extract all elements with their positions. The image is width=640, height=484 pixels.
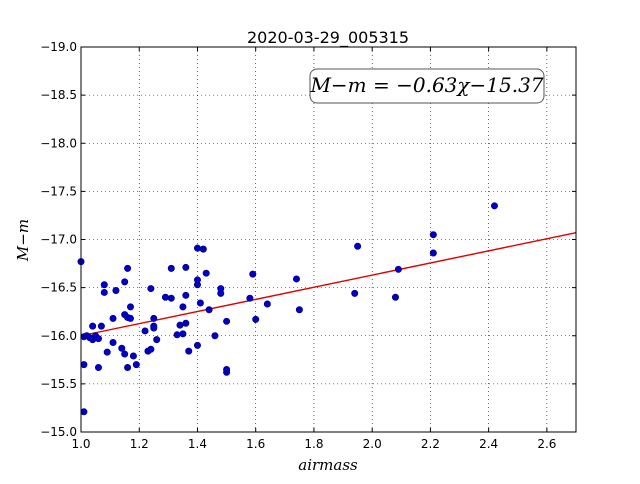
- data-point: [103, 348, 111, 356]
- data-point: [205, 306, 213, 314]
- data-point: [127, 314, 135, 322]
- x-tick-label: 1.4: [188, 437, 207, 451]
- data-point: [97, 322, 105, 330]
- data-point: [173, 331, 181, 339]
- data-point: [109, 338, 117, 346]
- data-point: [150, 314, 158, 322]
- data-point: [167, 264, 175, 272]
- data-point: [490, 202, 498, 210]
- x-tick-label: 1.8: [304, 437, 323, 451]
- data-point: [295, 306, 303, 314]
- data-point: [121, 278, 129, 286]
- data-point: [185, 347, 193, 355]
- data-point: [182, 319, 190, 327]
- data-point: [223, 317, 231, 325]
- data-point: [179, 330, 187, 338]
- data-point: [429, 249, 437, 257]
- data-point: [217, 285, 225, 293]
- data-point: [252, 315, 260, 323]
- data-point: [132, 361, 140, 369]
- x-tick-label: 1.6: [246, 437, 265, 451]
- data-point: [211, 332, 219, 340]
- y-tick-label: −15.5: [40, 377, 77, 391]
- data-point: [141, 327, 149, 335]
- data-point: [199, 245, 207, 253]
- y-axis-label: M−m: [14, 219, 32, 262]
- fit-line-group: [80, 231, 577, 337]
- y-tick-label: −17.5: [40, 184, 77, 198]
- y-tick-label: −16.5: [40, 281, 77, 295]
- data-point: [109, 314, 117, 322]
- annotation-box: [309, 68, 545, 104]
- fit-annotation: M−m = −0.63χ−15.37: [309, 68, 545, 104]
- data-point: [394, 265, 402, 273]
- data-point: [429, 231, 437, 239]
- data-point: [167, 294, 175, 302]
- data-point: [249, 270, 257, 278]
- data-point: [176, 321, 184, 329]
- data-point: [89, 322, 97, 330]
- data-point: [112, 287, 120, 295]
- data-point: [124, 364, 132, 372]
- data-points: [77, 202, 498, 416]
- data-point: [179, 303, 187, 311]
- x-axis-label: airmass: [298, 456, 358, 474]
- x-tick-label: 1.2: [130, 437, 149, 451]
- data-point: [100, 288, 108, 296]
- data-point: [161, 293, 169, 301]
- data-point: [193, 244, 201, 252]
- data-point: [193, 341, 201, 349]
- data-point: [354, 242, 362, 250]
- x-tick-label: 2.4: [479, 437, 498, 451]
- data-point: [263, 300, 271, 308]
- data-point: [121, 350, 129, 358]
- data-point: [182, 291, 190, 299]
- data-point: [196, 299, 204, 307]
- y-tick-label: −19.0: [40, 40, 77, 54]
- x-tick-labels: 1.0 1.2 1.4 1.6 1.8 2.0 2.2 2.4 2.6: [71, 437, 556, 451]
- data-point: [182, 263, 190, 271]
- data-point: [100, 281, 108, 289]
- data-point: [150, 324, 158, 332]
- data-point: [391, 293, 399, 301]
- data-point: [193, 276, 201, 284]
- data-point: [292, 275, 300, 283]
- x-tick-label: 2.2: [421, 437, 440, 451]
- y-tick-label: −18.0: [40, 136, 77, 150]
- data-point: [118, 344, 126, 352]
- y-tick-label: −16.0: [40, 329, 77, 343]
- data-point: [351, 289, 359, 297]
- data-point: [246, 294, 254, 302]
- y-tick-labels: −15.0 −15.5 −16.0 −16.5 −17.0 −17.5 −18.0 −18.5…: [40, 40, 77, 439]
- chart-title: 2020-03-29_005315: [247, 28, 409, 48]
- data-point: [127, 303, 135, 311]
- data-point: [147, 345, 155, 353]
- ticks: [80, 46, 576, 433]
- annotation-text: M−m = −0.63χ−15.37: [309, 73, 543, 97]
- x-tick-label: 2.6: [537, 437, 556, 451]
- data-point: [80, 361, 88, 369]
- x-tick-label: 1.0: [71, 437, 90, 451]
- y-tick-label: −18.5: [40, 88, 77, 102]
- data-point: [147, 285, 155, 293]
- y-tick-label: −15.0: [40, 425, 77, 439]
- data-point: [80, 408, 88, 416]
- data-point: [129, 352, 137, 360]
- y-tick-label: −17.0: [40, 233, 77, 247]
- data-point: [124, 264, 132, 272]
- data-point: [202, 269, 210, 277]
- data-point: [94, 364, 102, 372]
- x-tick-label: 2.0: [363, 437, 382, 451]
- data-point: [223, 365, 231, 373]
- data-point: [94, 335, 102, 343]
- data-point: [153, 336, 161, 344]
- fit-line: [80, 231, 577, 337]
